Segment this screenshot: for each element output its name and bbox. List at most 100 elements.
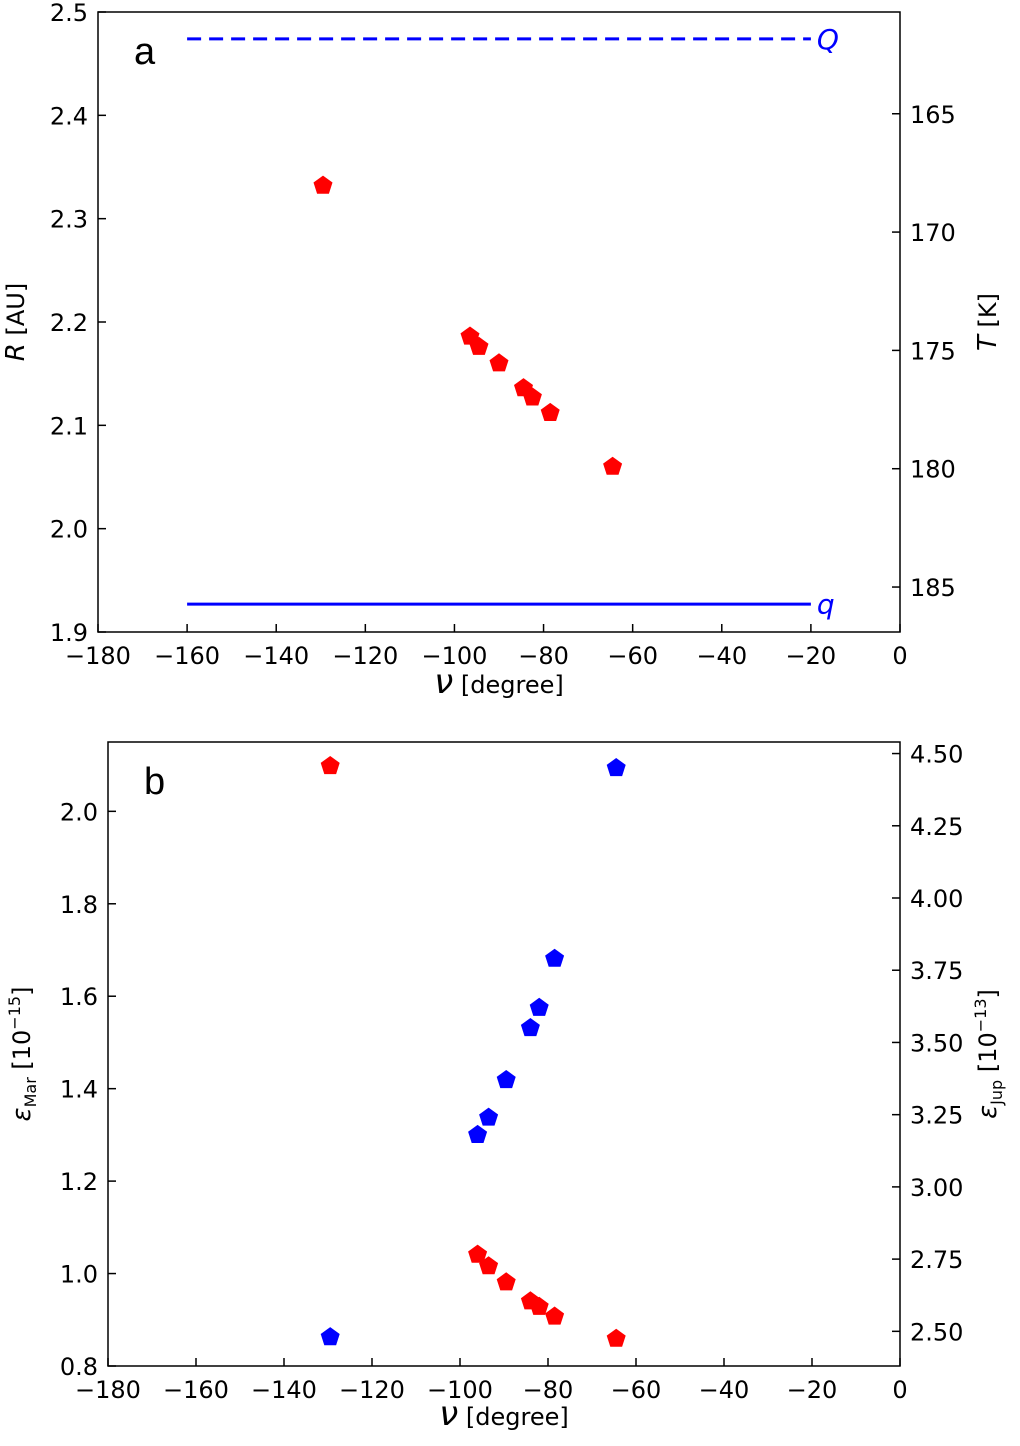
series-0 <box>313 175 623 475</box>
y-tick-label: 1.2 <box>60 1168 98 1196</box>
axis-symbol: ν <box>434 662 453 702</box>
reference-line-label: Q <box>817 23 839 56</box>
x-tick-label: −140 <box>243 642 309 670</box>
y2-tick-label: 165 <box>910 101 956 129</box>
reference-line-label: q <box>817 588 835 621</box>
axis-unit: [K] <box>974 293 1002 335</box>
y2-tick-label: 175 <box>910 337 956 365</box>
data-point <box>468 1244 488 1263</box>
data-point <box>468 1124 488 1143</box>
plot-frame <box>107 741 901 1367</box>
axis-unit: [10 <box>8 1030 36 1078</box>
panel-label: a <box>134 31 156 73</box>
x-tick-label: −120 <box>332 642 398 670</box>
xlabel-label: ν [degree] <box>434 662 563 702</box>
axis-unit: [degree] <box>458 1403 568 1431</box>
data-point <box>603 456 623 475</box>
y2-tick-label: 2.75 <box>910 1246 963 1274</box>
data-point <box>320 1327 340 1346</box>
data-point <box>479 1256 499 1275</box>
data-point <box>606 758 626 777</box>
y-tick-label: 2.5 <box>50 0 88 27</box>
y2-tick-label: 185 <box>910 574 956 602</box>
axis-superscript: −13 <box>971 999 990 1033</box>
x-tick-label: −100 <box>427 1376 493 1404</box>
data-point <box>545 1306 565 1325</box>
data-point <box>529 1296 549 1315</box>
data-point <box>522 387 542 406</box>
axis-unit-close: ] <box>8 987 36 996</box>
axis-unit: [degree] <box>453 671 563 699</box>
data-point <box>489 353 509 372</box>
data-point <box>520 1018 540 1037</box>
data-point <box>545 948 565 967</box>
y2-tick-label: 2.50 <box>910 1318 963 1346</box>
axis-symbol: ε <box>7 1107 37 1121</box>
y2-tick-label: 4.00 <box>910 885 963 913</box>
x-tick-label: −100 <box>421 642 487 670</box>
x-tick-label: −120 <box>339 1376 405 1404</box>
data-point <box>320 756 340 775</box>
series-1 <box>320 758 626 1346</box>
x-tick-label: −180 <box>65 642 131 670</box>
axis-unit: [AU] <box>2 283 30 343</box>
x-tick-label: 0 <box>892 642 907 670</box>
data-point <box>496 1070 516 1089</box>
x-tick-label: −20 <box>787 1376 838 1404</box>
x-tick-label: −40 <box>696 642 747 670</box>
axis-unit-close: ] <box>974 989 1002 998</box>
data-point <box>540 402 560 421</box>
ylabel-label: εMar [10−15] <box>5 987 40 1122</box>
y-tick-label: 2.0 <box>50 516 88 544</box>
y-tick-label: 1.9 <box>50 619 88 647</box>
panel-label: b <box>144 761 165 803</box>
axis-subscript: Mar <box>21 1077 40 1108</box>
data-point <box>313 175 333 194</box>
x-tick-label: −40 <box>699 1376 750 1404</box>
y-tick-label: 0.8 <box>60 1353 98 1381</box>
x-tick-label: −180 <box>75 1376 141 1404</box>
y2-tick-label: 3.75 <box>910 957 963 985</box>
y2-tick-label: 4.50 <box>910 741 963 769</box>
series-0 <box>320 756 626 1347</box>
y2-tick-label: 180 <box>910 456 956 484</box>
y-tick-label: 2.4 <box>50 102 88 130</box>
chart-panel-b: −180 −160 −140 −120 −100 −80 −60 −40 −20 0 0.8 1.0 1… <box>5 741 1006 1434</box>
x-tick-label: −160 <box>163 1376 229 1404</box>
x-tick-label: −160 <box>154 642 220 670</box>
x-tick-label: −80 <box>518 642 569 670</box>
axis-symbol: ν <box>439 1394 458 1434</box>
y-tick-label: 1.6 <box>60 983 98 1011</box>
chart-panel-a: −180 −160 −140 −120 −100 −80 −60 −40 −20 0 1.9 2.0 2… <box>1 0 1003 702</box>
x-tick-label: 0 <box>892 1376 907 1404</box>
x-tick-label: −80 <box>523 1376 574 1404</box>
y-tick-label: 2.2 <box>50 309 88 337</box>
axis-symbol: R <box>1 343 31 361</box>
axis-symbol: T <box>973 333 1003 351</box>
y2label-label: T [K] <box>973 293 1003 351</box>
data-point <box>479 1107 499 1126</box>
ylabel-label: R [AU] <box>1 283 31 361</box>
y-tick-label: 1.0 <box>60 1261 98 1289</box>
data-point <box>529 997 549 1016</box>
y-tick-label: 2.3 <box>50 206 88 234</box>
y2-tick-label: 4.25 <box>910 813 963 841</box>
y2-tick-label: 3.00 <box>910 1174 963 1202</box>
axis-unit: [10 <box>974 1032 1002 1080</box>
x-tick-label: −60 <box>611 1376 662 1404</box>
y2-tick-label: 3.25 <box>910 1102 963 1130</box>
x-tick-label: −140 <box>251 1376 317 1404</box>
y-tick-label: 1.8 <box>60 891 98 919</box>
xlabel-label: ν [degree] <box>439 1394 568 1434</box>
y-tick-label: 2.0 <box>60 798 98 826</box>
axis-subscript: Jup <box>987 1080 1006 1106</box>
y-tick-label: 1.4 <box>60 1076 98 1104</box>
plot-frame <box>97 11 901 633</box>
y2-tick-label: 170 <box>910 219 956 247</box>
data-point <box>496 1272 516 1291</box>
axis-symbol: ε <box>973 1105 1003 1119</box>
x-tick-label: −60 <box>607 642 658 670</box>
x-tick-label: −20 <box>786 642 837 670</box>
data-point <box>606 1328 626 1347</box>
